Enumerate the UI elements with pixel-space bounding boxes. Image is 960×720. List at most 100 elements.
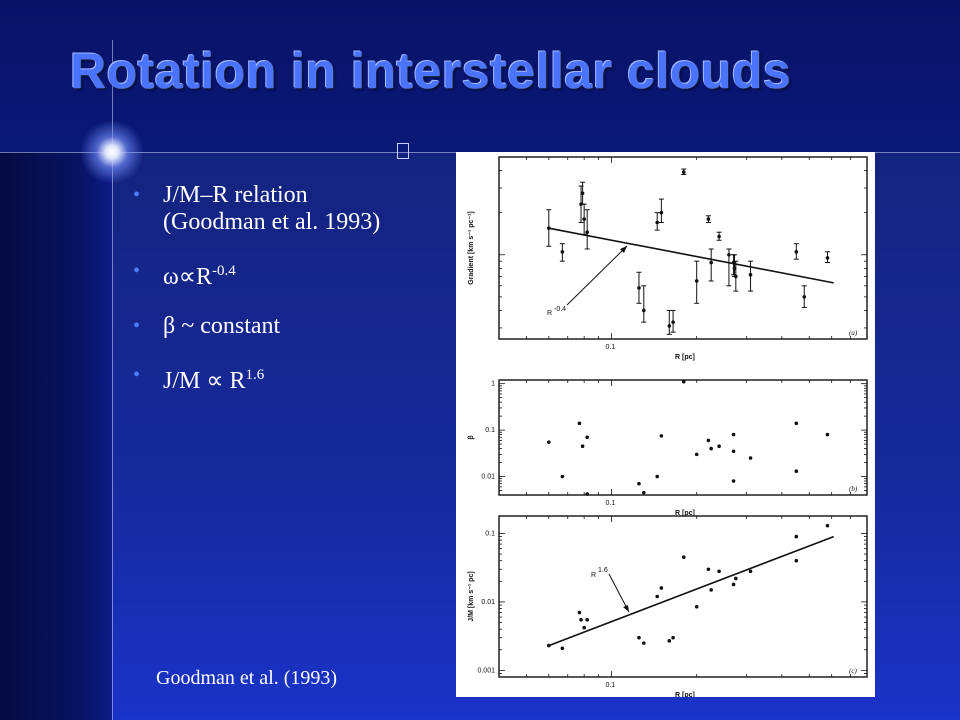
- data-point: [802, 295, 807, 299]
- data-point: [547, 440, 551, 444]
- data-point: [748, 272, 753, 277]
- data-point: [547, 226, 551, 230]
- data-point: [655, 474, 660, 479]
- data-point: [637, 286, 641, 290]
- left-divider-line: [112, 40, 113, 720]
- fit-arrowhead: [623, 605, 629, 612]
- data-point: [717, 569, 721, 574]
- data-point: [579, 617, 583, 622]
- bullet-dot-icon: •: [133, 184, 141, 206]
- data-point: [734, 274, 738, 279]
- fit-line: [548, 227, 834, 284]
- x-tick-label: 0.1: [606, 682, 616, 689]
- data-point: [655, 594, 660, 599]
- fit-label: R: [547, 310, 552, 317]
- fit-line: [548, 535, 834, 647]
- data-point: [641, 641, 646, 645]
- y-tick-label: 0.001: [477, 667, 495, 674]
- data-point: [641, 308, 646, 313]
- data-point: [706, 567, 711, 572]
- x-tick-label: 0.1: [606, 344, 616, 351]
- data-point: [794, 250, 799, 254]
- data-point: [637, 481, 641, 486]
- data-point: [585, 492, 589, 496]
- data-point: [717, 234, 721, 239]
- data-point: [681, 170, 686, 174]
- data-point: [671, 320, 675, 324]
- data-point: [731, 582, 736, 587]
- fit-label-exponent: 1.6: [598, 567, 608, 574]
- data-point: [731, 432, 736, 437]
- bullet-item[interactable]: • J/M–R relation (Goodman et al. 1993): [126, 182, 408, 236]
- data-point: [731, 479, 736, 483]
- data-point: [681, 555, 686, 560]
- panel-letter: (a): [849, 329, 858, 337]
- bullet-item[interactable]: • ω∝R-0.4: [126, 258, 408, 291]
- y-tick-label: 0.1: [485, 530, 495, 537]
- data-point: [671, 635, 675, 640]
- data-point: [667, 639, 672, 643]
- bullet-list: • J/M–R relation (Goodman et al. 1993) •…: [126, 182, 408, 417]
- data-point: [825, 256, 830, 260]
- data-point: [659, 586, 664, 590]
- figure-plots: 0.1 R [pc] Gradient [km s⁻¹ pc⁻¹] (a) 0.1 1 0.…: [468, 156, 868, 697]
- y-tick-label: 0.1: [485, 427, 495, 434]
- data-point: [577, 610, 582, 615]
- data-point: [582, 217, 586, 221]
- data-point: [681, 379, 686, 384]
- left-decor-band: [0, 152, 112, 720]
- bullet-exponent: -0.4: [211, 263, 236, 279]
- data-point: [580, 444, 585, 449]
- plot-frame: [498, 156, 868, 340]
- data-point: [794, 421, 799, 426]
- data-point: [659, 434, 664, 438]
- scanned-figure[interactable]: 0.1 R [pc] Gradient [km s⁻¹ pc⁻¹] (a) 0.1 1 0.…: [456, 152, 875, 697]
- data-point: [706, 217, 711, 221]
- data-point: [709, 446, 713, 451]
- data-point: [560, 474, 565, 479]
- data-point: [641, 490, 646, 495]
- data-point: [655, 220, 660, 225]
- fit-arrow: [608, 573, 630, 613]
- bullet-text: J/M–R relation (Goodman et al. 1993): [163, 182, 381, 235]
- data-point: [734, 576, 738, 581]
- data-point: [582, 625, 586, 630]
- data-point: [547, 643, 551, 648]
- data-point: [717, 444, 721, 449]
- bullet-dot-icon: •: [133, 364, 141, 386]
- data-point: [706, 438, 711, 443]
- x-axis-label: R [pc]: [675, 510, 695, 517]
- slide-title[interactable]: Rotation in interstellar clouds: [70, 43, 792, 99]
- data-point: [585, 230, 589, 235]
- data-point: [709, 588, 713, 592]
- data-point: [794, 469, 799, 474]
- y-tick-label: 0.01: [481, 599, 495, 606]
- bullet-item[interactable]: • β ~ constant: [126, 313, 408, 340]
- data-point: [694, 452, 699, 457]
- data-point: [577, 421, 582, 426]
- data-point: [694, 604, 699, 609]
- fit-label-exponent: -0.4: [554, 306, 566, 313]
- figure-citation[interactable]: Goodman et al. (1993): [156, 667, 338, 689]
- bullet-text: ω∝R: [163, 264, 212, 290]
- bullet-item[interactable]: • J/M ∝ R1.6: [126, 362, 408, 395]
- panel-letter: (c): [849, 667, 857, 675]
- data-point: [709, 260, 713, 265]
- data-point: [585, 435, 589, 440]
- data-point: [794, 534, 799, 539]
- bullet-text: β ~ constant: [163, 313, 281, 339]
- fit-arrow: [566, 245, 628, 306]
- data-point: [659, 210, 664, 215]
- data-point: [560, 250, 565, 254]
- y-axis-label: β: [468, 435, 475, 440]
- y-tick-label: 0.01: [481, 474, 495, 481]
- fit-label: R: [591, 572, 596, 579]
- data-point: [748, 456, 753, 460]
- data-point: [748, 569, 753, 574]
- header-band: [0, 0, 960, 152]
- lens-flare-decoration: [80, 120, 144, 184]
- y-axis-label: Gradient [km s⁻¹ pc⁻¹]: [468, 211, 475, 285]
- bullet-dot-icon: •: [133, 315, 141, 337]
- plot-frame: [498, 379, 868, 496]
